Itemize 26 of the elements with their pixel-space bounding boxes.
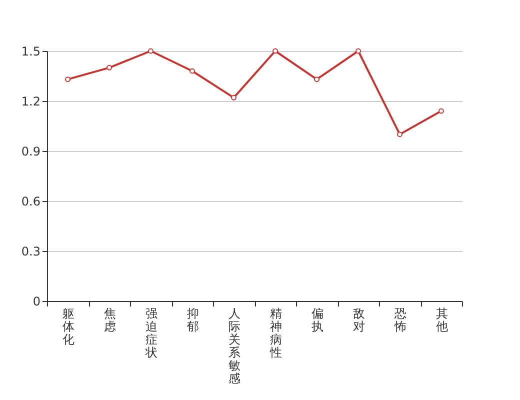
y-tick-label: 0.9 [21, 144, 40, 158]
point [314, 76, 320, 82]
point [356, 48, 361, 54]
x-tick-label: 其他 [436, 306, 448, 334]
point [231, 94, 236, 100]
y-tick-label: 0.3 [21, 244, 40, 258]
x-tick-label: 偏执 [311, 306, 324, 334]
point [65, 76, 70, 82]
y-tick-label: 0 [32, 294, 40, 308]
point [397, 132, 402, 138]
y-tick-label: 1.2 [21, 94, 40, 108]
x-tick-label: 焦虑 [104, 306, 116, 334]
y-tick-label: 0.6 [21, 194, 40, 208]
point [438, 108, 444, 114]
x-tick-label: 强迫症状 [144, 306, 158, 360]
x-tick-label: 恐怖 [393, 306, 406, 334]
x-tick-label: 敌对 [352, 306, 365, 334]
x-tick-label: 人际关系敏感 [228, 306, 240, 386]
x-tick-label: 抑郁 [186, 306, 199, 334]
point [272, 48, 278, 54]
point [148, 48, 154, 54]
point [190, 68, 195, 74]
y-tick-label: 1.5 [21, 44, 40, 58]
x-tick-label: 躯体化 [62, 306, 74, 346]
point [106, 64, 112, 70]
x-tick-label: 精神病性 [268, 306, 282, 360]
